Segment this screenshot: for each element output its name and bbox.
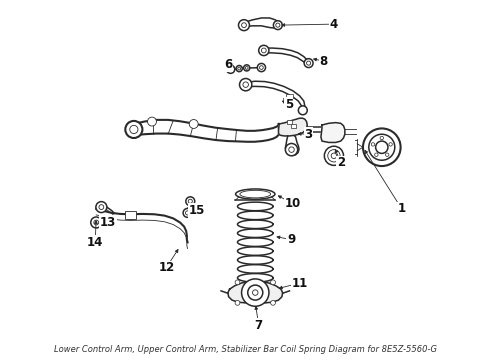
Circle shape (94, 220, 98, 225)
Circle shape (242, 23, 246, 28)
Circle shape (244, 65, 250, 71)
Circle shape (91, 217, 102, 228)
Circle shape (289, 147, 294, 152)
Circle shape (248, 285, 263, 300)
Text: 12: 12 (158, 261, 174, 274)
Circle shape (245, 67, 248, 69)
Circle shape (328, 150, 340, 162)
Circle shape (273, 21, 282, 30)
Circle shape (307, 61, 311, 65)
Text: 2: 2 (337, 156, 345, 169)
Circle shape (270, 280, 275, 285)
Ellipse shape (236, 189, 275, 199)
Circle shape (188, 199, 193, 203)
Text: 3: 3 (304, 128, 312, 141)
Circle shape (242, 279, 269, 306)
Polygon shape (228, 281, 283, 303)
Circle shape (229, 67, 232, 71)
Bar (291, 123, 296, 128)
Bar (283, 98, 290, 103)
Text: 5: 5 (285, 98, 293, 111)
Circle shape (260, 66, 263, 69)
Text: 7: 7 (255, 319, 263, 332)
Circle shape (243, 82, 248, 87)
Text: 13: 13 (100, 216, 116, 229)
Bar (286, 94, 293, 98)
Circle shape (226, 65, 235, 73)
Polygon shape (321, 123, 345, 143)
Polygon shape (278, 118, 307, 136)
Circle shape (386, 153, 389, 157)
Circle shape (276, 23, 280, 27)
Circle shape (189, 120, 198, 129)
Circle shape (363, 129, 401, 166)
Text: 11: 11 (292, 276, 308, 289)
Circle shape (252, 290, 258, 295)
Circle shape (331, 153, 337, 158)
Circle shape (376, 141, 388, 153)
Circle shape (147, 117, 156, 126)
Circle shape (371, 143, 375, 146)
Circle shape (259, 45, 269, 55)
Text: 4: 4 (330, 18, 338, 31)
Circle shape (235, 301, 240, 305)
Circle shape (240, 78, 252, 91)
Circle shape (257, 63, 266, 72)
Circle shape (304, 59, 313, 68)
Circle shape (270, 301, 275, 305)
Text: 6: 6 (224, 58, 232, 71)
Circle shape (99, 205, 104, 210)
Circle shape (285, 144, 297, 156)
Ellipse shape (240, 190, 270, 198)
Bar (125, 211, 136, 219)
Circle shape (262, 48, 266, 53)
Circle shape (236, 66, 242, 72)
Circle shape (125, 121, 143, 138)
Circle shape (389, 143, 392, 146)
Text: 8: 8 (319, 55, 328, 68)
Circle shape (186, 197, 195, 206)
Circle shape (239, 20, 249, 31)
Circle shape (298, 106, 307, 115)
Circle shape (380, 136, 384, 140)
Circle shape (324, 146, 343, 165)
Text: 9: 9 (287, 233, 295, 246)
Circle shape (375, 153, 378, 157)
Circle shape (186, 211, 190, 215)
Circle shape (96, 202, 107, 212)
Text: 14: 14 (87, 236, 103, 249)
Circle shape (130, 125, 138, 134)
Text: 15: 15 (188, 204, 205, 217)
Bar (287, 120, 292, 124)
Text: Lower Control Arm, Upper Control Arm, Stabilizer Bar Coil Spring Diagram for 8E5: Lower Control Arm, Upper Control Arm, St… (53, 345, 437, 354)
Text: 1: 1 (397, 202, 406, 215)
Circle shape (238, 67, 241, 70)
Circle shape (235, 280, 240, 285)
Text: 10: 10 (285, 197, 301, 210)
Circle shape (183, 208, 192, 217)
Circle shape (369, 134, 395, 160)
